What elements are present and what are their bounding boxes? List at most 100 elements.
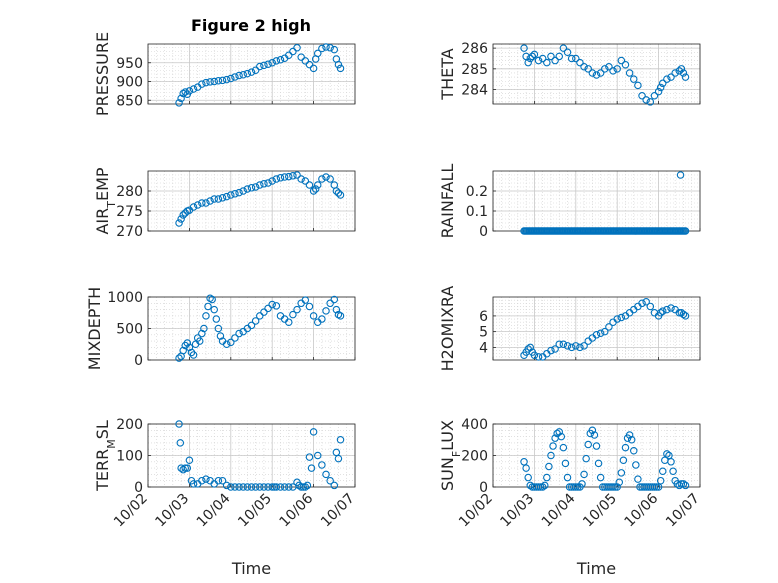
data-point: [313, 451, 322, 460]
data-point: [305, 453, 314, 461]
data-point: [185, 456, 194, 464]
data-point: [206, 197, 214, 205]
data-point: [663, 75, 671, 83]
y-tick-label: 286: [461, 41, 488, 57]
y-axis-label: PRESSURE: [93, 32, 112, 116]
data-point: [534, 56, 543, 65]
x-tick-label: 10/05: [235, 491, 275, 531]
y-tick-label: 850: [116, 93, 143, 109]
data-point: [650, 91, 659, 100]
data-point: [272, 483, 281, 491]
data-point: [193, 201, 202, 209]
data-point: [276, 174, 285, 182]
data-point: [311, 185, 320, 193]
data-point: [175, 354, 183, 362]
data-point: [256, 483, 264, 491]
data-point: [601, 327, 609, 336]
data-point: [679, 69, 688, 77]
data-point: [313, 181, 322, 189]
data-series: [175, 420, 345, 491]
data-point: [677, 480, 686, 488]
data-point: [528, 52, 537, 61]
x-tick-label: 10/02: [111, 491, 151, 531]
data-point: [524, 58, 532, 67]
data-point: [251, 66, 260, 75]
x-axis-label: Time: [231, 559, 271, 578]
data-point: [669, 467, 677, 475]
data-point: [540, 481, 549, 490]
data-point: [652, 483, 661, 491]
y-tick-label: 0.1: [466, 204, 488, 220]
data-point: [318, 44, 326, 53]
data-point: [235, 483, 243, 491]
data-point: [538, 54, 547, 63]
data-point: [305, 302, 314, 311]
x-tick-label: 10/03: [152, 491, 192, 531]
panel-rainfall: 0 0.1 0.2 RAINFALL: [438, 164, 701, 240]
data-point: [322, 173, 330, 181]
data-point: [630, 447, 638, 455]
data-point: [239, 187, 247, 195]
data-series: [520, 171, 690, 235]
data-point: [322, 307, 330, 315]
data-point: [563, 473, 572, 482]
data-point: [285, 483, 293, 491]
data-point: [642, 297, 650, 306]
x-tick-label: 10/07: [663, 491, 703, 531]
data-point: [222, 340, 231, 348]
data-point: [301, 483, 310, 491]
data-point: [630, 75, 638, 83]
data-point: [289, 47, 297, 56]
data-point: [185, 87, 194, 95]
data-point: [330, 481, 339, 490]
data-point: [681, 73, 690, 81]
data-point: [216, 332, 225, 340]
data-point: [301, 57, 310, 65]
data-point: [667, 458, 675, 466]
data-point: [309, 187, 318, 195]
data-point: [293, 171, 301, 179]
panel-h2omixra: 456 H2OMIXRA: [438, 286, 701, 371]
data-point: [301, 296, 310, 304]
y-tick-label: 0.2: [466, 184, 488, 200]
data-point: [617, 313, 626, 322]
data-point: [206, 78, 214, 86]
data-point: [576, 343, 584, 352]
data-point: [555, 428, 563, 436]
data-point: [590, 431, 599, 439]
data-point: [177, 94, 185, 103]
data-point: [204, 302, 212, 311]
data-point: [621, 443, 630, 452]
data-point: [260, 180, 268, 188]
data-point: [297, 53, 305, 61]
data-point: [334, 454, 343, 463]
y-axis-label: SUNFLUX: [438, 420, 463, 491]
data-point: [584, 65, 592, 73]
data-point: [613, 65, 621, 73]
data-point: [667, 73, 675, 81]
data-point: [656, 476, 665, 485]
data-point: [272, 57, 281, 65]
data-point: [214, 476, 223, 485]
data-point: [576, 58, 584, 67]
figure-title: Figure 2 high: [191, 16, 311, 35]
data-point: [336, 435, 345, 444]
data-point: [681, 481, 690, 490]
data-series: [520, 44, 690, 106]
data-point: [214, 195, 223, 203]
plot-area: [493, 297, 700, 360]
data-point: [557, 432, 566, 441]
y-axis-label: AIRTEMP: [93, 167, 118, 234]
data-point: [183, 339, 192, 347]
y-tick-label: 200: [116, 417, 143, 433]
data-point: [584, 440, 592, 449]
data-point: [663, 305, 671, 314]
data-point: [330, 45, 339, 54]
data-point: [289, 172, 297, 180]
data-point: [305, 181, 314, 189]
data-point: [313, 49, 322, 58]
data-point: [202, 475, 210, 483]
data-point: [231, 334, 239, 342]
data-point: [592, 442, 601, 450]
